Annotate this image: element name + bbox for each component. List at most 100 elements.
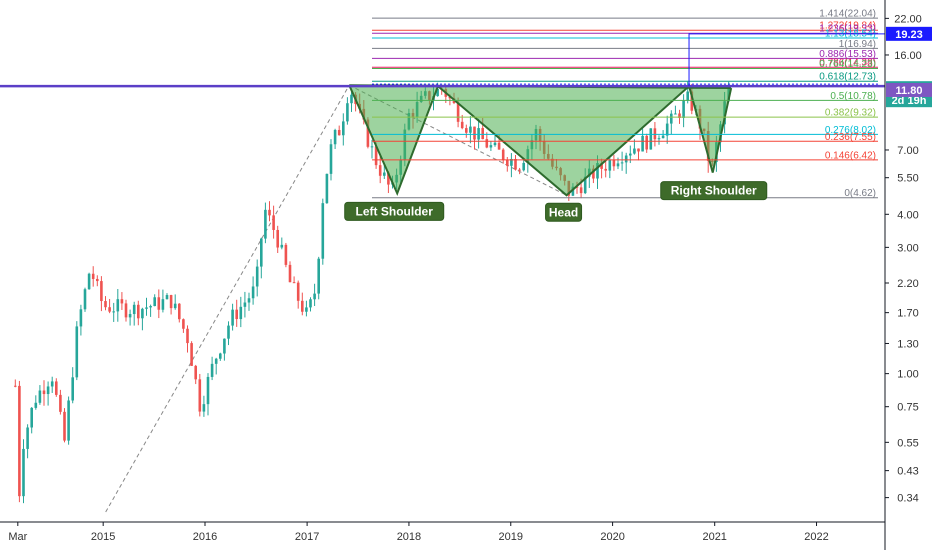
candle-body (571, 186, 575, 196)
candle-body (518, 169, 521, 171)
time-tick-label: 2017 (295, 531, 319, 543)
fib-label-11: 0.276(8.02) (825, 125, 876, 136)
price-tag-box (886, 82, 932, 97)
candle-body (387, 172, 390, 185)
candle-body (653, 128, 657, 140)
fib-label-4: 1(16.94) (839, 39, 876, 50)
fib-label-5: 0.886(15.53) (819, 49, 876, 60)
candle-body (120, 299, 124, 304)
candle-body (161, 299, 165, 310)
candle-body (186, 328, 189, 344)
candle-body (255, 266, 259, 287)
price-tag-box (886, 26, 932, 41)
candle-body (600, 162, 603, 169)
candle-body (485, 139, 489, 148)
candle-body (288, 264, 292, 283)
candle-body (493, 142, 497, 146)
candle-body (22, 448, 25, 497)
candle-body (75, 326, 79, 378)
candle-body (596, 162, 599, 179)
candle-body (231, 309, 234, 326)
candle-body (682, 100, 685, 118)
candle-body (292, 282, 296, 284)
time-tick-label: 2015 (91, 531, 115, 543)
fib-label-6: 0.786(14.38) (819, 58, 876, 69)
candle-body (670, 113, 673, 124)
candle-body (374, 146, 378, 166)
candle-body (674, 113, 677, 115)
candle-body (63, 411, 66, 441)
price-tick-label: 1.00 (897, 369, 918, 381)
candle-body (637, 148, 640, 152)
candle-body (276, 229, 280, 248)
candle-body (71, 377, 75, 401)
candle-body (522, 162, 526, 171)
candle-body (194, 365, 198, 380)
price-tick-label: 0.55 (897, 437, 918, 449)
candle-body (96, 278, 99, 282)
candle-body (141, 308, 144, 319)
candle-body (116, 299, 120, 312)
candle-body (633, 148, 636, 154)
time-tick-label: 2016 (193, 531, 217, 543)
head-area (437, 86, 690, 196)
candle-body (309, 299, 312, 308)
pattern-labels: Left Shoulder Head Right Shoulder (344, 181, 768, 222)
candle-body (641, 135, 644, 152)
price-tick-label: 3.00 (897, 242, 918, 254)
candle-body (325, 173, 329, 204)
time-tick-label: Mar (8, 531, 27, 543)
candle-body (251, 286, 255, 299)
candle-body (219, 353, 222, 359)
candle-body (100, 281, 103, 302)
price-tick-label: 1.70 (897, 308, 918, 320)
time-tick-label: 2022 (804, 531, 828, 543)
candle-body (383, 172, 386, 176)
candle-body (473, 126, 476, 140)
fib-label-10: 0.382(9.32) (825, 108, 876, 119)
candle-body (366, 119, 370, 147)
price-tag-value: 19.23 (895, 29, 923, 41)
candle-body (378, 165, 382, 176)
candle-body (608, 159, 612, 171)
candle-body (280, 244, 284, 248)
candle-body (83, 289, 87, 310)
candle-body (465, 128, 468, 133)
candle-body (153, 297, 157, 307)
fib-label-9: 0.5(10.78) (830, 91, 876, 102)
candle-body (296, 282, 300, 301)
candle-body (649, 128, 653, 150)
candle-body (268, 209, 271, 216)
candle-body (337, 129, 341, 136)
candle-body (510, 158, 513, 166)
price-axis[interactable]: 22.00 16.00 7.00 5.50 4.00 3.00 2.20 1.70 1.30 1.… (884, 0, 922, 550)
candle-body (305, 307, 308, 312)
pattern-label-1: Head (545, 202, 583, 222)
price-tag-countdown: 2d 19h (892, 95, 927, 107)
candle-body (678, 113, 681, 118)
candle-body (128, 314, 132, 318)
time-axis[interactable]: Mar 2015 2016 2017 2018 2019 2020 2021 2022 (0, 521, 885, 543)
candle-body (497, 142, 501, 150)
candle-body (346, 103, 349, 122)
candle-body (501, 149, 505, 160)
candle-body (108, 307, 111, 312)
candle-body (198, 379, 202, 412)
candle-body (210, 363, 214, 377)
fib-label-2: 1.236(19.33) (819, 24, 876, 35)
fib-label-13: 0.146(6.42) (825, 150, 876, 161)
candle-body (612, 159, 616, 167)
candle-body (178, 303, 181, 320)
candle-body (91, 273, 95, 279)
candle-body (333, 129, 337, 145)
time-tick-label: 2019 (499, 531, 523, 543)
price-tick-label: 16.00 (894, 50, 922, 62)
candle-body (260, 238, 263, 267)
fib-label-14: 0(4.62) (844, 188, 876, 199)
candle-body (489, 145, 493, 148)
candle-body (469, 126, 472, 133)
candle-body (477, 128, 480, 140)
candle-body (514, 158, 517, 170)
